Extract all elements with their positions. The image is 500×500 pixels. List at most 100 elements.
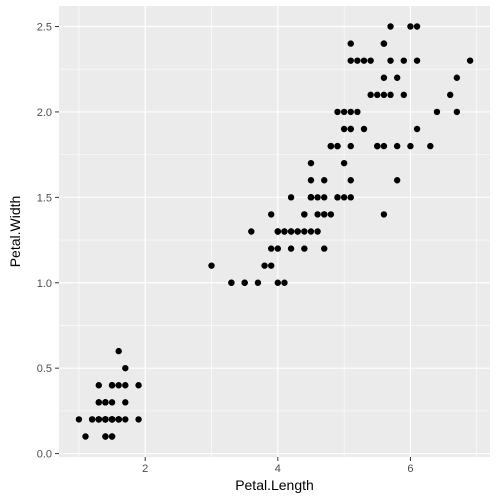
data-point (347, 125, 354, 133)
y-axis-title: Petal.Width (7, 196, 23, 268)
data-point (380, 91, 388, 99)
data-point (466, 57, 474, 64)
data-point (301, 245, 308, 252)
data-point (334, 142, 341, 150)
data-point (274, 228, 282, 235)
data-point (102, 416, 109, 423)
data-point (340, 159, 348, 167)
data-point (267, 262, 275, 269)
data-point (354, 108, 361, 116)
data-point (208, 262, 215, 269)
data-point (301, 211, 308, 218)
data-point (254, 279, 262, 286)
data-point (307, 194, 315, 201)
data-point (327, 211, 335, 218)
data-point (433, 108, 441, 116)
data-point (334, 194, 341, 201)
data-point (267, 245, 275, 252)
data-point (248, 228, 255, 235)
x-tick-label: 2 (142, 463, 148, 475)
data-point (427, 142, 434, 150)
y-tick-label: 1.5 (37, 192, 52, 204)
data-point (321, 245, 328, 252)
data-point (115, 382, 122, 389)
data-point (108, 399, 116, 406)
data-point (347, 177, 354, 184)
data-point (88, 416, 96, 423)
data-point (413, 125, 421, 133)
data-point (334, 108, 341, 116)
data-point (407, 23, 414, 30)
data-point (314, 228, 321, 235)
data-point (287, 194, 295, 201)
x-axis-ticks: 2 4 6 (142, 457, 413, 475)
data-point (380, 211, 388, 218)
data-point (321, 194, 328, 201)
y-tick-label: 1.0 (37, 278, 52, 290)
data-point (274, 279, 282, 286)
data-point (340, 125, 348, 133)
data-point (108, 382, 116, 389)
data-point (241, 279, 248, 286)
data-point (135, 382, 142, 389)
data-point (95, 382, 102, 389)
data-point (274, 245, 282, 252)
data-point (228, 279, 235, 286)
data-point (380, 40, 388, 47)
y-tick-label: 2.0 (37, 107, 52, 119)
data-point (95, 399, 102, 406)
x-axis-title: Petal.Length (235, 477, 314, 493)
data-point (393, 74, 401, 81)
data-point (82, 433, 89, 440)
data-point (380, 74, 388, 81)
data-point (387, 91, 394, 99)
data-point (347, 40, 354, 47)
data-point (108, 433, 116, 440)
data-point (387, 57, 394, 64)
data-point (321, 177, 328, 184)
data-point (95, 416, 102, 423)
data-point (400, 57, 407, 64)
data-point (340, 108, 348, 116)
data-point (122, 382, 129, 389)
minor-gridlines (59, 6, 490, 457)
data-point (108, 416, 116, 423)
data-point (407, 142, 414, 150)
data-points (75, 23, 474, 440)
data-point (75, 416, 83, 423)
data-point (294, 228, 301, 235)
major-gridlines (59, 6, 490, 457)
data-point (122, 364, 129, 372)
data-point (354, 57, 361, 64)
data-point (122, 399, 129, 406)
data-point (115, 416, 122, 423)
data-point (393, 177, 401, 184)
data-point (453, 74, 461, 81)
y-tick-label: 0.0 (37, 449, 52, 461)
data-point (261, 262, 268, 269)
data-point (281, 228, 288, 235)
data-point (400, 91, 407, 99)
data-point (360, 125, 368, 133)
data-point (281, 279, 288, 286)
data-point (347, 142, 354, 150)
data-point (380, 142, 388, 150)
data-point (347, 57, 354, 64)
data-point (393, 142, 401, 150)
data-point (135, 416, 142, 423)
data-point (387, 23, 394, 30)
data-point (413, 57, 421, 64)
data-point (453, 108, 461, 116)
data-point (360, 57, 368, 64)
data-point (367, 57, 374, 64)
data-point (307, 177, 315, 184)
data-point (314, 211, 321, 218)
data-point (314, 194, 321, 201)
data-point (287, 245, 295, 252)
data-point (287, 228, 295, 235)
data-point (122, 416, 129, 423)
data-point (102, 433, 109, 440)
x-tick-label: 4 (275, 463, 281, 475)
data-point (367, 91, 374, 99)
